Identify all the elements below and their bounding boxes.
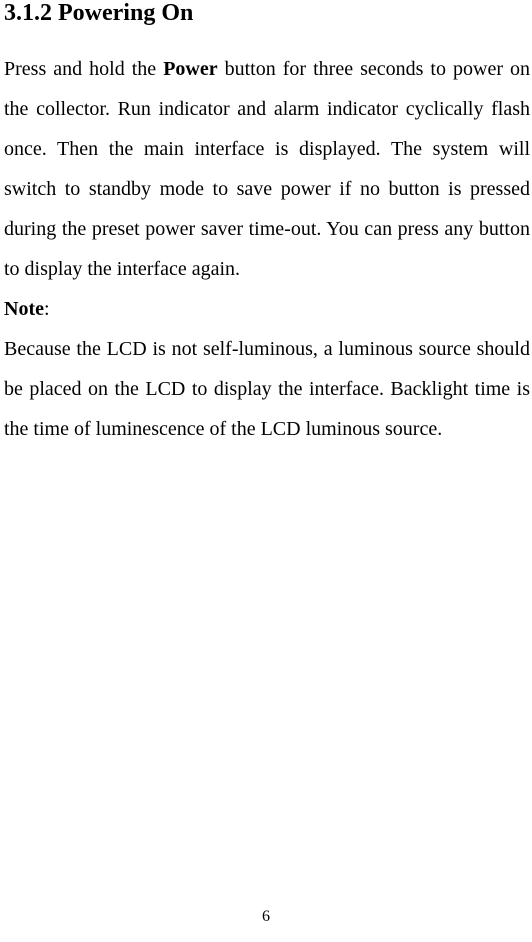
para1-pre: Press and hold the	[4, 58, 163, 80]
page-number: 6	[0, 908, 532, 926]
paragraph-1: Press and hold the Power button for thre…	[2, 49, 530, 289]
note-label: Note:	[2, 289, 530, 329]
note-colon: :	[44, 298, 50, 320]
section-heading: 3.1.2 Powering On	[2, 0, 530, 27]
paragraph-2: Because the LCD is not self-luminous, a …	[2, 329, 530, 449]
note-bold: Note	[4, 298, 44, 320]
para1-post: button for three seconds to power on the…	[4, 58, 530, 280]
para1-bold-power: Power	[163, 58, 217, 80]
